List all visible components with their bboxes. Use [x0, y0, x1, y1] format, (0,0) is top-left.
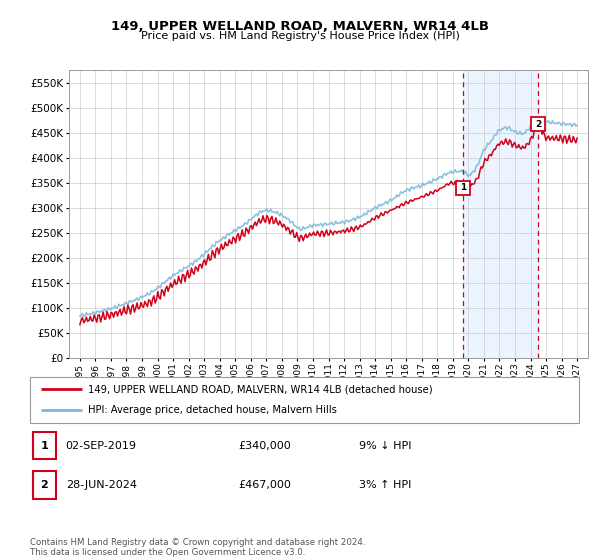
Text: Contains HM Land Registry data © Crown copyright and database right 2024.
This d: Contains HM Land Registry data © Crown c…: [30, 538, 365, 557]
Text: 28-JUN-2024: 28-JUN-2024: [65, 480, 137, 490]
FancyBboxPatch shape: [33, 432, 56, 459]
Text: 9% ↓ HPI: 9% ↓ HPI: [359, 441, 412, 451]
Text: 2: 2: [535, 120, 541, 129]
Text: 3% ↑ HPI: 3% ↑ HPI: [359, 480, 412, 490]
Text: Price paid vs. HM Land Registry's House Price Index (HPI): Price paid vs. HM Land Registry's House …: [140, 31, 460, 41]
Text: 1: 1: [40, 441, 48, 451]
Text: HPI: Average price, detached house, Malvern Hills: HPI: Average price, detached house, Malv…: [88, 405, 337, 416]
Text: £467,000: £467,000: [239, 480, 292, 490]
Text: 149, UPPER WELLAND ROAD, MALVERN, WR14 4LB (detached house): 149, UPPER WELLAND ROAD, MALVERN, WR14 4…: [88, 384, 432, 394]
Text: 1: 1: [460, 183, 466, 193]
FancyBboxPatch shape: [33, 472, 56, 498]
Text: 149, UPPER WELLAND ROAD, MALVERN, WR14 4LB: 149, UPPER WELLAND ROAD, MALVERN, WR14 4…: [111, 20, 489, 32]
Bar: [463, 70, 538, 358]
Text: £340,000: £340,000: [239, 441, 292, 451]
Text: 2: 2: [40, 480, 48, 490]
Text: 02-SEP-2019: 02-SEP-2019: [65, 441, 137, 451]
FancyBboxPatch shape: [30, 377, 579, 423]
